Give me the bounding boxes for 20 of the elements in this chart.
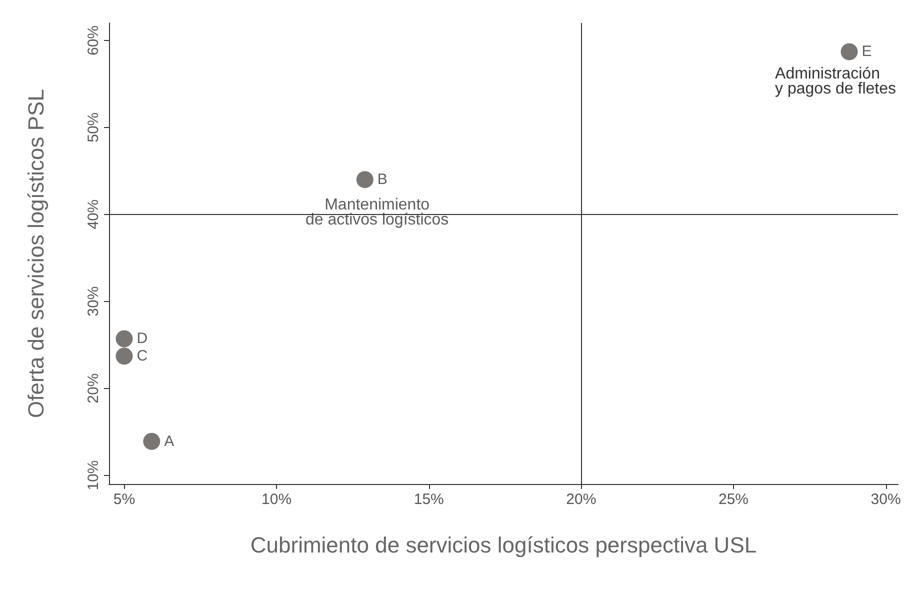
x-tick-label: 30% <box>870 491 901 508</box>
x-tick-label: 25% <box>718 491 749 508</box>
data-label: D <box>136 330 148 348</box>
y-tick-label: 20% <box>85 373 102 404</box>
y-tick-label: 40% <box>85 199 102 230</box>
y-axis-title: Oferta de servicios logísticos PSL <box>24 89 48 418</box>
y-tick-label: 30% <box>85 286 102 316</box>
data-label: E <box>862 43 872 60</box>
data-label: B <box>377 171 388 188</box>
y-tick-label: 60% <box>85 25 102 56</box>
data-label: A <box>164 432 174 450</box>
x-axis-title: Cubrimiento de servicios logísticos perspectiva USL <box>250 532 757 558</box>
x-tick-label: 10% <box>262 491 292 508</box>
x-tick-label: 5% <box>113 491 136 508</box>
annotation: Mantenimiento de activos logísticos <box>305 196 449 229</box>
x-tick-label: 15% <box>414 491 444 508</box>
y-tick-label: 50% <box>85 112 102 142</box>
x-tick-label: 20% <box>566 491 596 508</box>
annotation: Administración y pagos de fletes <box>775 66 896 98</box>
data-label: C <box>136 348 148 365</box>
